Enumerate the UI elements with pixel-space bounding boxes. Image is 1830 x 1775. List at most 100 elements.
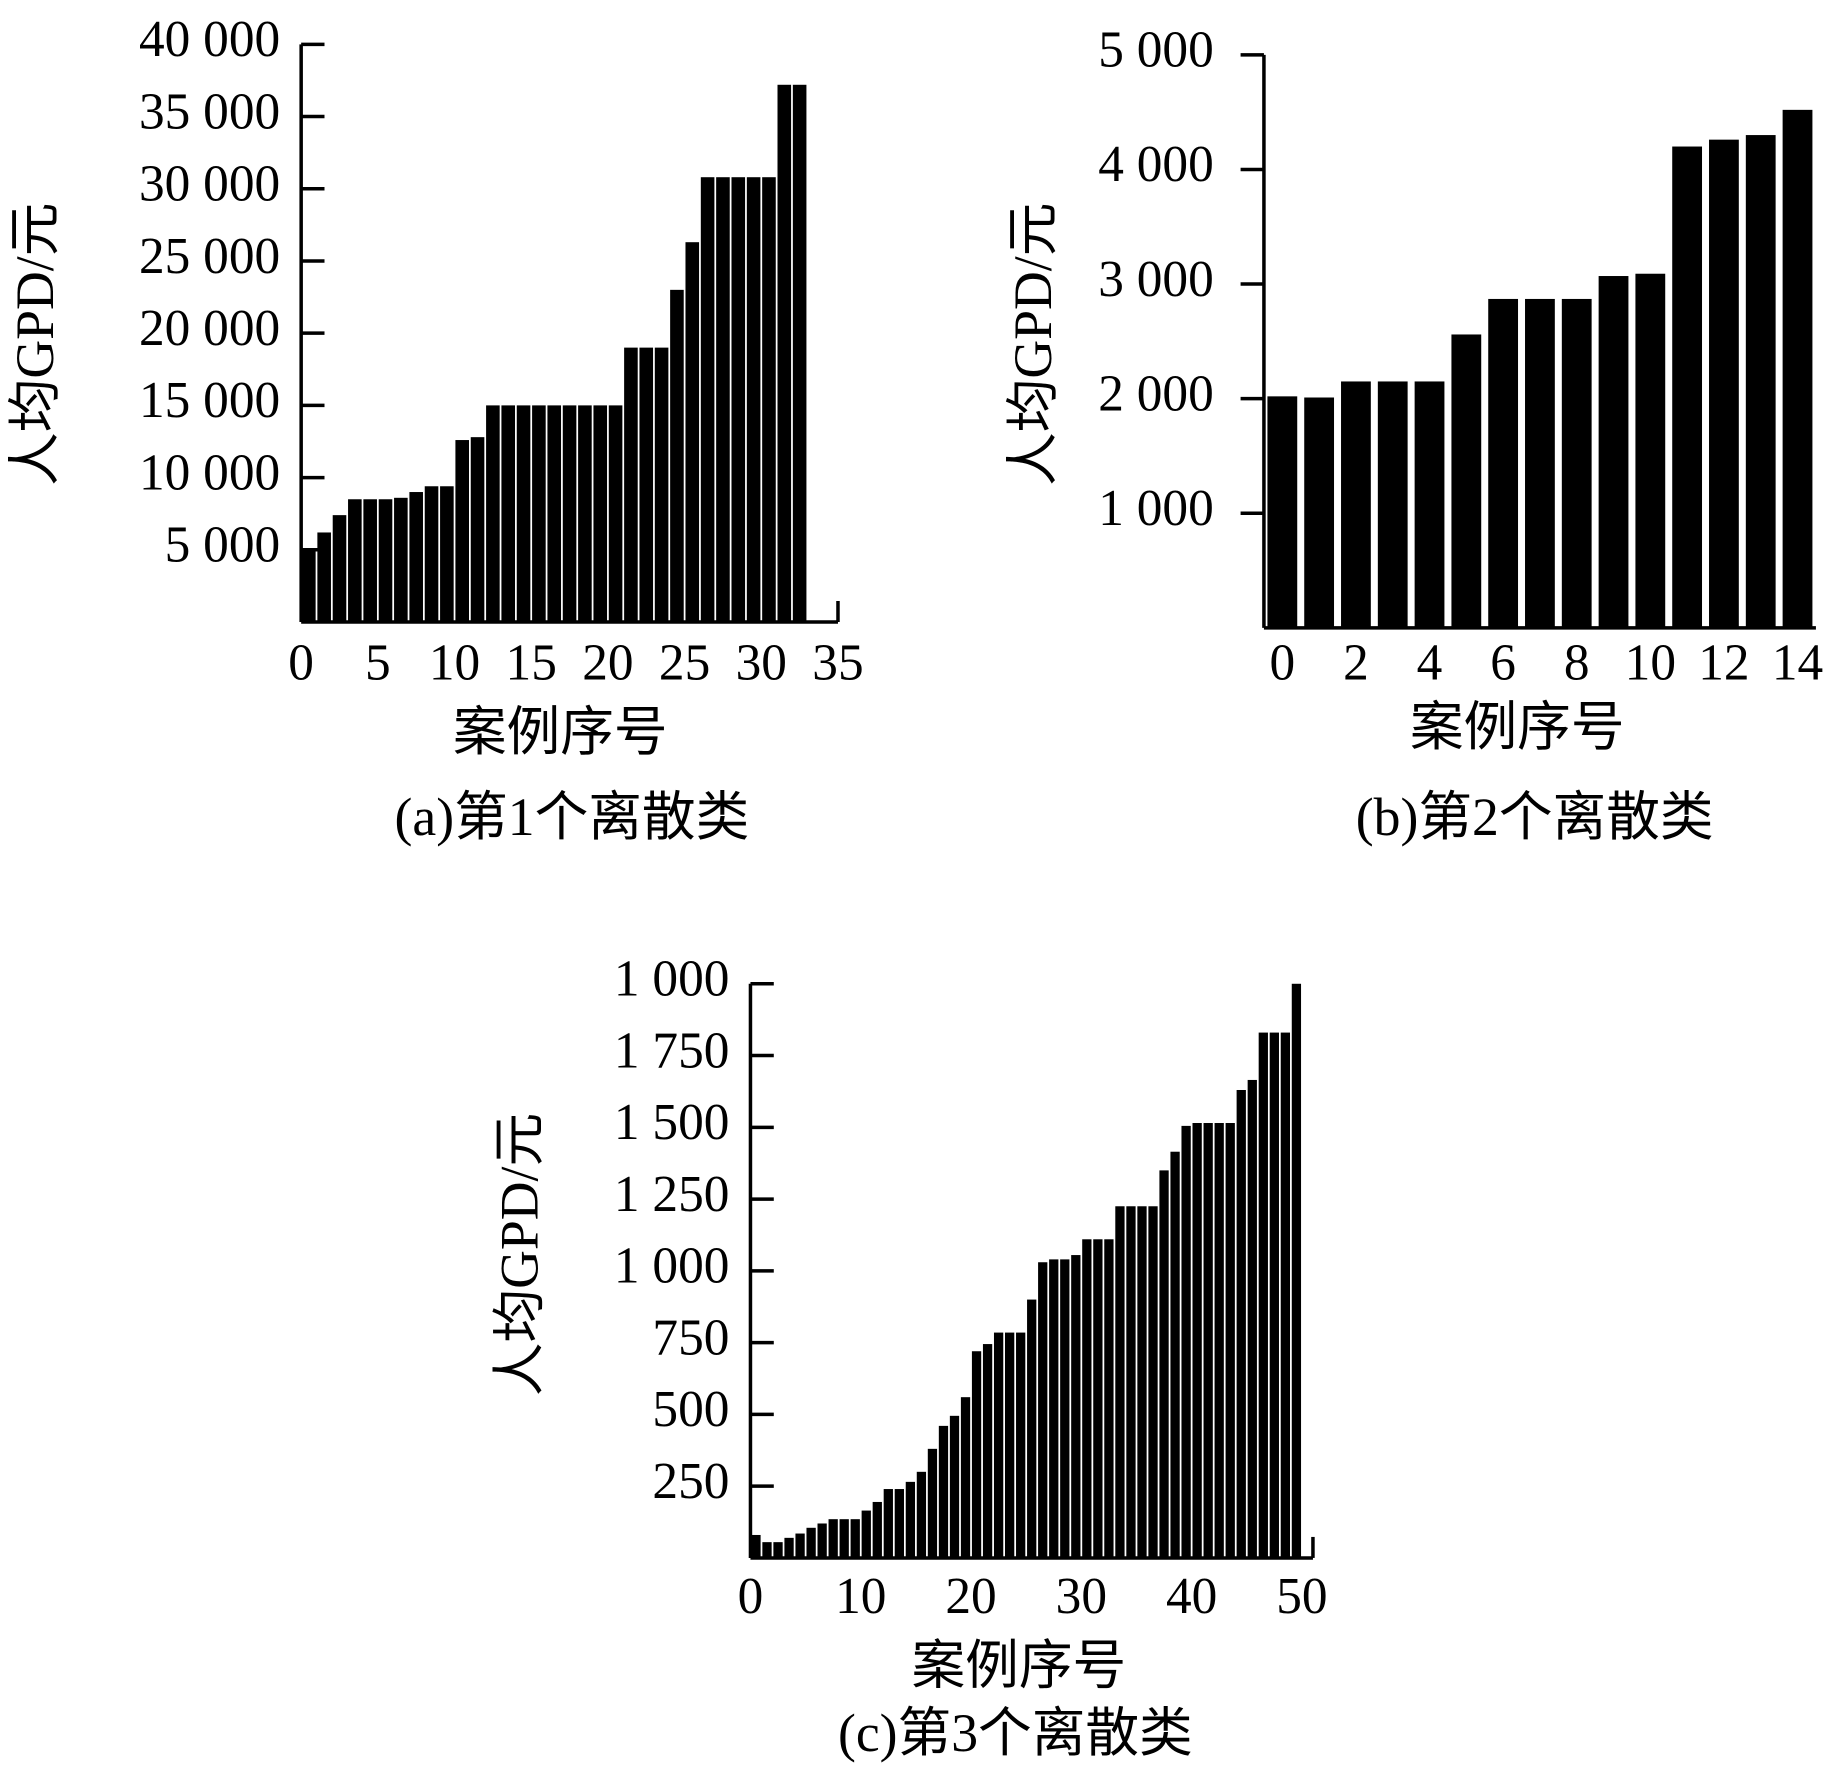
y-tick-label: 1 250 <box>614 1166 730 1223</box>
bar <box>440 486 454 623</box>
bar <box>348 499 362 623</box>
bar <box>1672 146 1703 628</box>
y-tick-label: 500 <box>652 1381 729 1438</box>
bar <box>792 84 807 623</box>
bar <box>1267 396 1298 628</box>
bar <box>700 177 715 623</box>
bar <box>1192 1123 1202 1558</box>
caption: (b)第2个离散类 <box>1356 787 1714 847</box>
bar <box>872 1501 882 1558</box>
y-tick-label: 750 <box>652 1309 729 1366</box>
bar <box>1304 397 1335 628</box>
x-tick-label: 14 <box>1772 634 1823 691</box>
bar <box>1049 1259 1059 1558</box>
bar <box>1291 983 1302 1558</box>
x-axis-label: 案例序号 <box>912 1635 1127 1695</box>
bar <box>883 1489 893 1558</box>
y-tick-label: 1 000 <box>614 1238 730 1295</box>
caption: (c)第3个离散类 <box>838 1703 1193 1763</box>
x-tick-label: 12 <box>1698 634 1749 691</box>
y-tick-label: 30 000 <box>139 156 280 213</box>
y-tick-label: 40 000 <box>139 11 280 68</box>
y-tick-label: 1 750 <box>614 1022 730 1079</box>
bar <box>817 1523 827 1558</box>
bar <box>547 405 562 623</box>
bar <box>938 1425 949 1558</box>
y-axis-label: 人均GPD/元 <box>5 203 65 486</box>
bar <box>1525 298 1555 628</box>
bar <box>486 405 500 623</box>
bar <box>1782 109 1813 628</box>
bar <box>302 548 316 623</box>
bar <box>654 347 669 623</box>
bar <box>762 1542 772 1558</box>
bar <box>424 486 439 623</box>
y-tick-label: 15 000 <box>139 372 280 429</box>
bar <box>1203 1123 1213 1558</box>
x-tick-label: 20 <box>582 634 633 691</box>
bar <box>455 440 469 623</box>
bar <box>317 532 331 623</box>
y-tick-label: 20 000 <box>139 300 280 357</box>
x-tick-label: 2 <box>1343 634 1369 691</box>
bar <box>1060 1259 1070 1558</box>
bar <box>1745 135 1776 628</box>
bar <box>1414 381 1445 628</box>
bar <box>716 177 730 623</box>
x-tick-label: 10 <box>835 1568 886 1625</box>
y-axis-label: 人均GPD/元 <box>490 1113 550 1396</box>
y-tick-label: 5 000 <box>1098 22 1214 79</box>
bar <box>409 492 423 623</box>
bar <box>839 1519 849 1558</box>
y-axis-label: 人均GPD/元 <box>1003 203 1063 486</box>
bar <box>751 1534 761 1558</box>
bar <box>562 405 577 623</box>
bar <box>670 289 684 623</box>
bar <box>1170 1151 1180 1558</box>
bar <box>746 177 761 623</box>
bar <box>784 1537 794 1558</box>
bar <box>806 1527 816 1558</box>
y-tick-label: 25 000 <box>139 228 280 285</box>
bar <box>363 499 377 623</box>
bar <box>1247 1079 1257 1558</box>
y-tick-label: 3 000 <box>1098 251 1214 308</box>
bar <box>394 497 408 623</box>
y-tick-label: 4 000 <box>1098 136 1214 193</box>
bar <box>1377 381 1408 628</box>
bar <box>1027 1299 1037 1558</box>
x-tick-label: 20 <box>945 1568 996 1625</box>
bar <box>532 405 546 623</box>
bar <box>1005 1332 1015 1558</box>
bar <box>731 177 746 623</box>
bar <box>1709 139 1739 628</box>
bar <box>927 1448 938 1558</box>
x-tick-label: 10 <box>1625 634 1676 691</box>
x-tick-label: 5 <box>365 634 391 691</box>
bar <box>578 405 592 623</box>
x-tick-label: 15 <box>506 634 557 691</box>
y-tick-label: 10 000 <box>139 444 280 501</box>
bar <box>1093 1239 1103 1558</box>
bar <box>971 1351 982 1558</box>
bar <box>1137 1206 1147 1558</box>
bar <box>1225 1123 1235 1558</box>
x-tick-label: 4 <box>1417 634 1443 691</box>
bar <box>1071 1255 1081 1558</box>
bar <box>916 1471 927 1558</box>
bar <box>982 1344 993 1558</box>
bar <box>1159 1170 1169 1558</box>
bar <box>1561 298 1592 628</box>
x-axis-label: 案例序号 <box>1410 697 1625 757</box>
bar <box>861 1510 871 1558</box>
x-tick-label: 30 <box>736 634 787 691</box>
bar <box>773 1542 783 1558</box>
x-tick-label: 30 <box>1056 1568 1107 1625</box>
bar <box>1280 1032 1291 1558</box>
bar <box>1451 334 1482 628</box>
bar <box>1104 1239 1114 1558</box>
x-tick-label: 0 <box>738 1568 764 1625</box>
bar <box>1214 1123 1224 1558</box>
